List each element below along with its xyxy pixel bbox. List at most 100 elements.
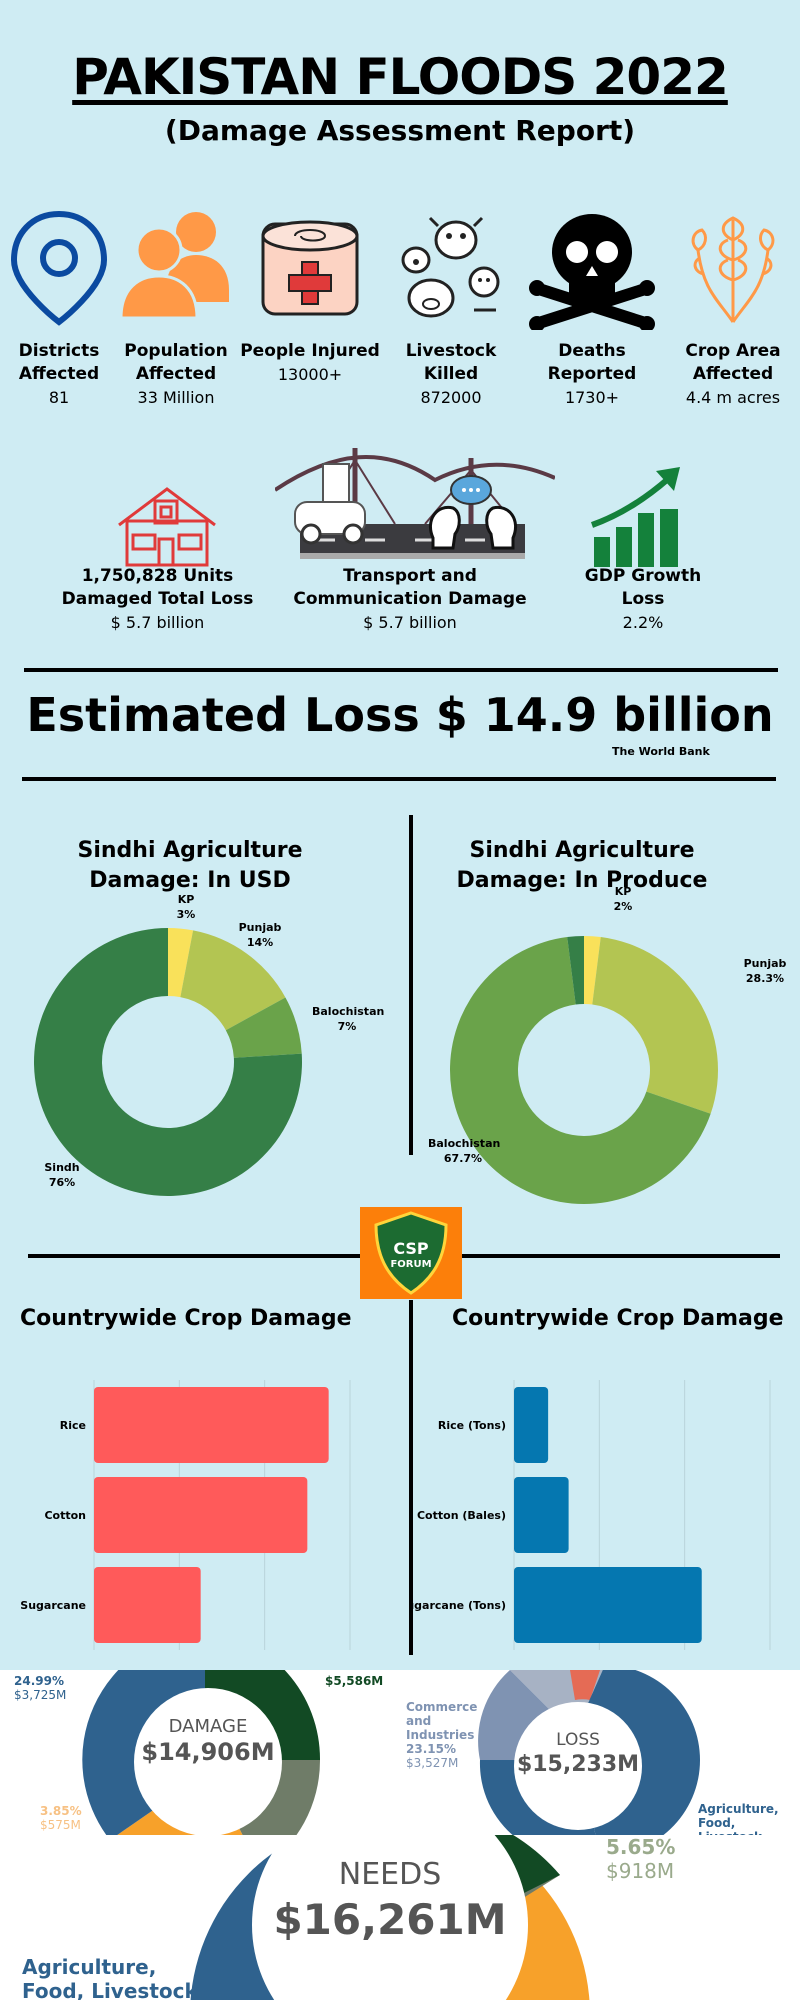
pie-label-value: 14% (246, 936, 274, 949)
pie-slice-balochistan (450, 937, 711, 1204)
needs-donut-hole (252, 1835, 528, 2000)
stat-livestock-icon-wrap (376, 210, 526, 334)
loss-annotation: Commerce and Industries 23.15% $3,527M (406, 1700, 477, 1770)
chart-title-produce: Sindhi Agriculture Damage: In Produce (456, 838, 708, 893)
skull-icon (529, 214, 655, 332)
stat-label: Transport and Communication Damage (293, 566, 527, 609)
donut-chart-usd (33, 928, 303, 1196)
vertical-divider (409, 1300, 413, 1655)
loss-center-label: LOSS (556, 1730, 600, 1750)
damage-donut-snippet: DAMAGE $14,906M 24.99% $3,725M $5,586M 3… (0, 1670, 400, 1835)
pie-label-punjab: Punjab 28.3% (740, 956, 790, 986)
pie-label-value: 2% (613, 900, 633, 913)
bar-chart-crop-qty: 0m 5m 10m 15m Rice (Tons) Cotton (Bales) Sugar… (410, 1380, 784, 1660)
stat-value: 33 Million (137, 388, 215, 407)
pie-slice-punjab (180, 930, 286, 1031)
loss-donut-hole (514, 1702, 642, 1830)
bar-category-label: Cotton (Bales) (417, 1509, 506, 1522)
damage-annotation-amount: $575M (40, 1818, 81, 1832)
stat-label: Crop Area Affected (685, 341, 781, 384)
page-title: PAKISTAN FLOODS 2022 (72, 48, 729, 106)
stat-deaths-text: Deaths Reported 1730+ (517, 340, 667, 410)
stat-gdp-text: GDP Growth Loss 2.2% (568, 565, 718, 635)
needs-center-value: $16,261M (273, 1895, 507, 1944)
bar-sugarcane-tons- (514, 1567, 702, 1643)
x-tick-label: 5m (590, 1658, 609, 1660)
pie-label-name: Punjab (743, 957, 787, 970)
bar-rice (94, 1387, 329, 1463)
x-tick-label: 10m (671, 1658, 698, 1660)
source-credit: The World Bank (612, 745, 710, 758)
stat-injured-text: People Injured 13000+ (235, 340, 385, 387)
vertical-divider (409, 815, 413, 1155)
loss-center-value: $15,233M (516, 1752, 640, 1777)
stat-population-icon-wrap (101, 210, 251, 334)
pie-label-kp: KP 2% (603, 884, 643, 914)
pie-label-value: 67.7% (443, 1152, 483, 1165)
pie-slice-sindh (567, 936, 584, 1005)
stat-value: $ 5.7 billion (110, 613, 205, 632)
bar-category-label: Sugarcane (20, 1599, 86, 1612)
estimated-loss-heading: Estimated Loss $ 14.9 billion (26, 688, 774, 742)
needs-annotation-name: Agriculture, Food, Livestock (22, 1955, 198, 2000)
x-tick-label: 600m (333, 1658, 367, 1660)
loss-annotation-name: Agriculture, Food, Livestock, (698, 1802, 779, 1835)
page-subtitle: (Damage Assessment Report) (164, 114, 636, 147)
x-tick-label: 0m (84, 1658, 103, 1660)
pie-label-name: KP (177, 893, 195, 906)
pie-label-value: 76% (48, 1176, 76, 1189)
stat-label: Livestock Killed (405, 341, 497, 384)
chart-title-usd: Sindhi Agriculture Damage: In USD (77, 838, 303, 893)
people-icon (119, 212, 229, 320)
x-tick-label: 400m (247, 1658, 281, 1660)
stat-crop-icon-wrap (658, 210, 800, 334)
loss-segment (570, 1670, 600, 1700)
damage-donut-hole (134, 1688, 282, 1835)
pie-label-name: Balochistan (428, 1137, 501, 1150)
stat-label: Deaths Reported (547, 341, 637, 384)
bar-category-label: Cotton (44, 1509, 86, 1522)
stat-label: Districts Affected (18, 341, 100, 384)
stat-crop-text: Crop Area Affected 4.4 m acres (658, 340, 800, 410)
damage-annotation-pct: 3.85% (40, 1804, 82, 1818)
map-pin-icon (10, 210, 108, 326)
stat-housing-text: 1,750,828 Units Damaged Total Loss $ 5.7… (50, 565, 265, 635)
stat-label: People Injured (240, 341, 380, 361)
divider (22, 777, 776, 781)
stat-value: $ 5.7 billion (363, 613, 457, 632)
livestock-icon (401, 216, 500, 318)
pie-slice-punjab (592, 937, 718, 1114)
pie-slice-kp (584, 936, 601, 1005)
pie-slice-sindh (33, 928, 303, 1196)
pie-label-value: 7% (337, 1020, 357, 1033)
donut-chart-produce (450, 936, 718, 1204)
pie-label-name: KP (614, 885, 632, 898)
bridge-transport-icon (275, 448, 555, 559)
csp-forum-logo: CSP FORUM (360, 1207, 462, 1299)
divider (24, 668, 778, 672)
loss-donut (478, 1670, 701, 1835)
pie-label-name: Sindh (44, 1161, 80, 1174)
x-tick-label: 15m (757, 1658, 784, 1660)
needs-annotation-pct: 5.65% (606, 1835, 676, 1859)
damage-annotation-pct: 24.99% (14, 1674, 64, 1688)
damage-annotation-amount: $3,725M (14, 1688, 67, 1702)
x-tick-label: 0m (504, 1658, 523, 1660)
stat-value: 13000+ (277, 365, 343, 384)
damage-donut (82, 1670, 321, 1835)
pie-label-value: 3% (176, 908, 196, 921)
bar-category-label: Rice (Tons) (438, 1419, 506, 1432)
pie-label-name: Balochistan (312, 1005, 385, 1018)
stat-label: GDP Growth Loss (584, 566, 702, 609)
stat-injured-icon-wrap (235, 210, 385, 334)
logo-text-top: CSP (393, 1239, 429, 1258)
pie-slice-kp (168, 928, 194, 998)
stat-districts-text: Districts Affected 81 (0, 340, 134, 410)
loss-donut-snippet: LOSS $15,233M Commerce and Industries 23… (400, 1670, 800, 1835)
house-icon (118, 487, 216, 567)
chart-title-crop-qty: Countrywide Crop Damage (452, 1306, 784, 1331)
pie-label-name: Punjab (238, 921, 282, 934)
growth-chart-icon (590, 467, 680, 567)
stat-label: 1,750,828 Units Damaged Total Loss (61, 566, 254, 609)
needs-donut-snippet: NEEDS $16,261M 5.65% $918M Agriculture, … (0, 1835, 800, 2000)
